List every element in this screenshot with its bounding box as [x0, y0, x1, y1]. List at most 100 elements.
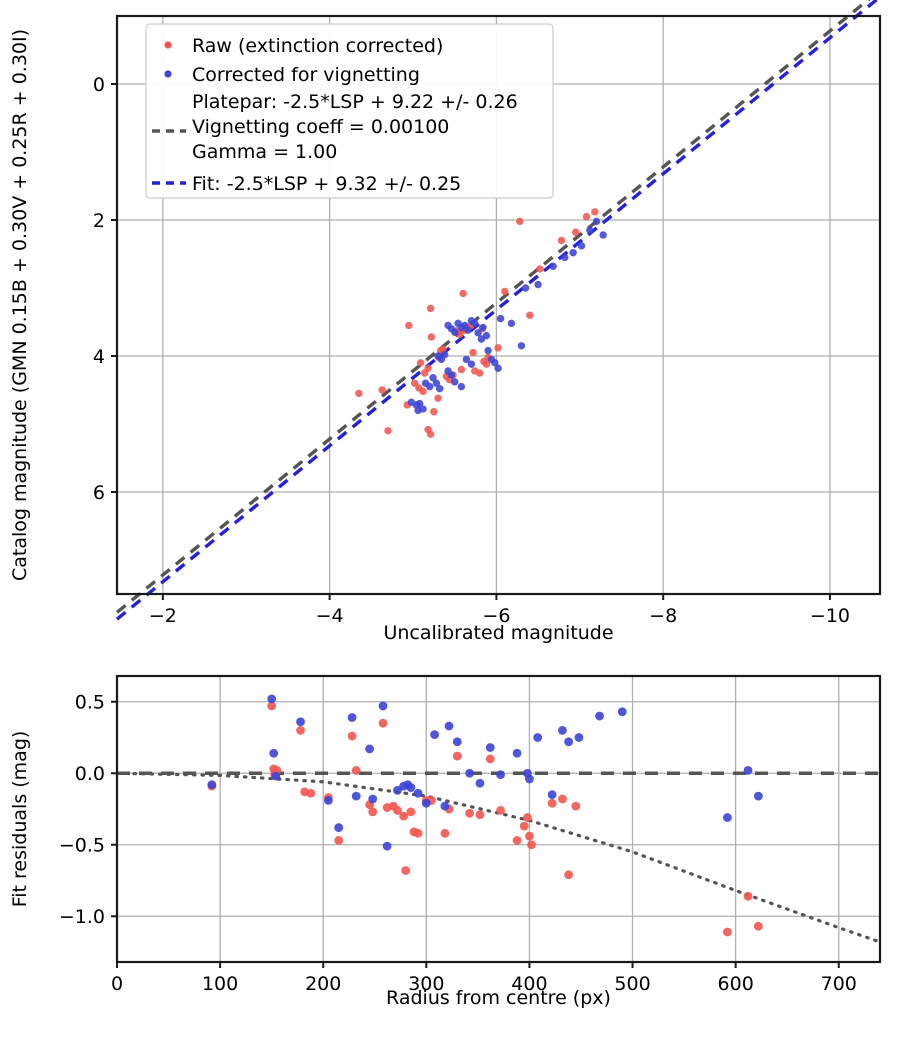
bottom-data-point: [475, 778, 485, 788]
bottom-data-point: [296, 717, 305, 727]
bottom-scatter-points: [207, 694, 763, 937]
bottom-data-point: [207, 780, 217, 790]
panel-fit-residuals: 0 100 200 300 400 500 600 700 0.5 0.0 −0.5 −1.0 Rad…: [9, 674, 882, 1009]
bottom-data-point: [351, 765, 361, 775]
bottom-y-tick-label: 0.5: [75, 692, 105, 714]
top-data-point: [447, 371, 456, 379]
bottom-data-point: [267, 701, 277, 711]
top-x-tick-label: −2: [149, 605, 177, 627]
top-x-axis-label: Uncalibrated magnitude: [383, 622, 613, 644]
top-data-point: [577, 242, 586, 250]
legend-label-fit: Fit: -2.5*LSP + 9.32 +/- 0.25: [192, 173, 461, 195]
bottom-data-point: [723, 813, 732, 822]
bottom-data-point: [743, 891, 753, 901]
top-data-point: [441, 350, 449, 359]
bottom-data-point: [452, 737, 462, 747]
top-data-point: [516, 217, 524, 226]
top-data-point: [421, 369, 429, 377]
top-data-point: [378, 386, 386, 394]
bottom-data-point: [452, 751, 462, 761]
top-data-point: [416, 359, 425, 367]
top-data-point: [501, 287, 509, 296]
bottom-data-point: [399, 811, 409, 821]
bottom-data-point: [271, 771, 281, 781]
legend-frame: [145, 23, 554, 199]
bottom-data-point: [406, 783, 416, 792]
bottom-y-axis-label: Fit residuals (mag): [9, 731, 31, 908]
top-data-point: [569, 248, 577, 257]
top-scatter-points: [355, 208, 607, 438]
bottom-data-point: [368, 807, 378, 817]
bottom-data-point: [571, 801, 581, 811]
top-data-point: [457, 382, 466, 391]
top-y-tick-label: 2: [93, 210, 105, 232]
top-x-tick-label: −4: [316, 605, 344, 627]
top-data-point: [496, 314, 505, 323]
bottom-data-point: [440, 828, 450, 838]
top-data-point: [451, 328, 459, 336]
top-data-point: [494, 344, 502, 352]
top-data-point: [432, 379, 441, 387]
top-data-point: [414, 406, 422, 415]
bottom-data-point: [347, 731, 357, 741]
bottom-axes-frame: [115, 674, 882, 964]
bottom-x-tick-label: 0: [111, 973, 123, 995]
bottom-data-point: [522, 813, 532, 822]
top-data-point: [429, 374, 437, 382]
bottom-data-point: [753, 791, 763, 801]
bottom-data-point: [393, 786, 402, 795]
bottom-data-point: [465, 768, 475, 778]
top-data-point: [405, 321, 413, 330]
bottom-data-point: [306, 788, 316, 798]
bottom-data-point: [465, 808, 475, 818]
legend-label-raw: Raw (extinction corrected): [192, 35, 443, 57]
top-data-point: [426, 304, 435, 313]
top-data-point: [355, 389, 363, 398]
top-data-point: [474, 329, 482, 337]
bottom-data-point: [401, 866, 411, 875]
bottom-data-point: [519, 821, 529, 831]
top-data-point: [419, 387, 427, 396]
bottom-data-point: [533, 733, 543, 742]
bottom-data-point: [430, 730, 439, 740]
top-data-point: [407, 398, 416, 406]
top-y-tick-label: 4: [93, 346, 105, 368]
legend-label-platepar-2: Vignetting coeff = 0.00100: [192, 116, 449, 138]
bottom-gridlines: [116, 676, 880, 962]
bottom-data-point: [323, 796, 333, 805]
top-data-point: [462, 355, 471, 364]
bottom-data-point: [512, 836, 522, 845]
bottom-y-tick-label: 0.0: [75, 763, 105, 785]
bottom-data-point: [388, 801, 398, 811]
bottom-data-point: [558, 725, 567, 735]
top-data-point: [507, 319, 516, 328]
top-data-point: [427, 333, 436, 341]
bottom-data-point: [378, 718, 388, 728]
top-data-point: [467, 360, 476, 368]
top-data-point: [421, 379, 430, 387]
bottom-data-point: [347, 713, 357, 722]
bottom-x-tick-label: 300: [408, 973, 444, 995]
bottom-data-point: [421, 798, 431, 808]
bottom-tick-labels: 0 100 200 300 400 500 600 700 0.5 0.0 −0.5 −1.0: [59, 692, 857, 995]
bottom-data-point: [382, 841, 392, 851]
bottom-data-point: [267, 694, 277, 704]
top-y-tick-label: 0: [93, 74, 105, 96]
legend-marker-raw-dot-icon: [164, 41, 172, 49]
bottom-data-point: [753, 921, 763, 931]
top-y-axis-label: Catalog magnitude (GMN 0.15B + 0.30V + 0…: [9, 29, 31, 581]
top-data-point: [526, 311, 534, 319]
top-data-point: [436, 384, 444, 393]
legend-label-corrected: Corrected for vignetting: [192, 64, 420, 86]
bottom-data-point: [496, 770, 505, 780]
bottom-y-tick-label: −1.0: [59, 906, 105, 928]
top-data-point: [536, 265, 544, 273]
top-data-point: [571, 228, 580, 236]
top-data-point: [469, 348, 477, 357]
bottom-data-point: [564, 870, 574, 880]
top-data-point: [494, 364, 502, 372]
bottom-data-point: [564, 737, 574, 747]
bottom-data-point: [617, 707, 627, 717]
bottom-data-point: [365, 744, 375, 754]
top-data-point: [457, 365, 466, 374]
